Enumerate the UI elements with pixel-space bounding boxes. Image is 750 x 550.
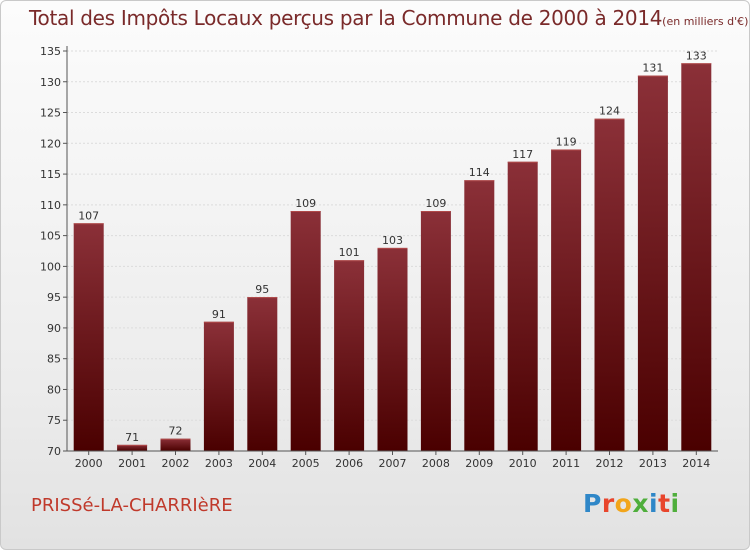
commune-name: PRISSé-LA-CHARRIèRE [31, 495, 233, 516]
y-tick-label: 95 [47, 291, 61, 304]
bar-value-label: 101 [339, 246, 360, 259]
chart-title: Total des Impôts Locaux perçus par la Co… [29, 6, 748, 30]
y-tick-label: 120 [40, 137, 61, 150]
x-tick-label: 2008 [422, 457, 450, 470]
y-tick-label: 105 [40, 230, 61, 243]
bar-value-label: 133 [686, 49, 707, 62]
chart-title-unit: (en milliers d'€) [662, 15, 749, 28]
x-tick-label: 2001 [118, 457, 146, 470]
bar-2002 [160, 438, 191, 451]
y-tick-label: 110 [40, 199, 61, 212]
x-tick-label: 2010 [509, 457, 537, 470]
y-tick-label: 135 [40, 45, 61, 58]
bar-2001 [117, 444, 148, 451]
bar-value-label: 109 [295, 197, 316, 210]
logo-letter: o [614, 489, 633, 518]
chart-title-main: Total des Impôts Locaux perçus par la Co… [29, 6, 663, 30]
bar-value-label: 72 [169, 425, 183, 438]
bar-value-label: 131 [642, 62, 663, 75]
bar-value-label: 91 [212, 308, 226, 321]
x-tick-label: 2003 [205, 457, 233, 470]
bar-2006 [334, 260, 365, 451]
bar-2014 [681, 63, 712, 452]
bar-value-label: 107 [78, 209, 99, 222]
bar-2008 [420, 211, 451, 451]
x-tick-label: 2005 [292, 457, 320, 470]
y-tick-label: 125 [40, 107, 61, 120]
logo-letter: r [601, 489, 615, 518]
y-tick-label: 70 [47, 445, 61, 458]
logo-letter: t [658, 489, 671, 518]
x-tick-label: 2011 [552, 457, 580, 470]
bar-value-label: 124 [599, 105, 620, 118]
bar-2010 [507, 161, 538, 451]
x-tick-label: 2006 [335, 457, 363, 470]
y-tick-label: 80 [47, 383, 61, 396]
y-tick-label: 75 [47, 414, 61, 427]
logo-letter: i [649, 489, 659, 518]
x-tick-label: 2013 [639, 457, 667, 470]
logo-letter: i [670, 489, 680, 518]
x-tick-label: 2002 [162, 457, 190, 470]
x-tick-label: 2004 [248, 457, 276, 470]
x-tick-label: 2009 [465, 457, 493, 470]
bar-value-label: 103 [382, 234, 403, 247]
bar-value-label: 114 [469, 166, 490, 179]
bar-2005 [290, 211, 321, 451]
bar-2009 [464, 180, 495, 451]
bar-value-label: 119 [556, 135, 577, 148]
bar-value-label: 71 [125, 431, 139, 444]
bar-2011 [551, 149, 582, 451]
logo-letter: P [583, 489, 602, 518]
bar-value-label: 95 [255, 283, 269, 296]
bar-2000 [73, 223, 104, 451]
y-tick-label: 130 [40, 76, 61, 89]
bar-2012 [594, 118, 625, 451]
bar-2003 [203, 321, 234, 451]
x-tick-label: 2014 [682, 457, 710, 470]
y-tick-label: 100 [40, 260, 61, 273]
x-tick-label: 2007 [379, 457, 407, 470]
proxiti-logo: Proxiti [583, 489, 680, 518]
bar-value-label: 117 [512, 148, 533, 161]
bar-2004 [247, 297, 278, 451]
y-tick-label: 90 [47, 322, 61, 335]
logo-letter: x [632, 489, 649, 518]
bar-2013 [637, 75, 668, 451]
x-tick-label: 2000 [75, 457, 103, 470]
bar-2007 [377, 247, 408, 451]
y-tick-label: 115 [40, 168, 61, 181]
y-tick-label: 85 [47, 353, 61, 366]
x-tick-label: 2012 [596, 457, 624, 470]
bar-value-label: 109 [425, 197, 446, 210]
